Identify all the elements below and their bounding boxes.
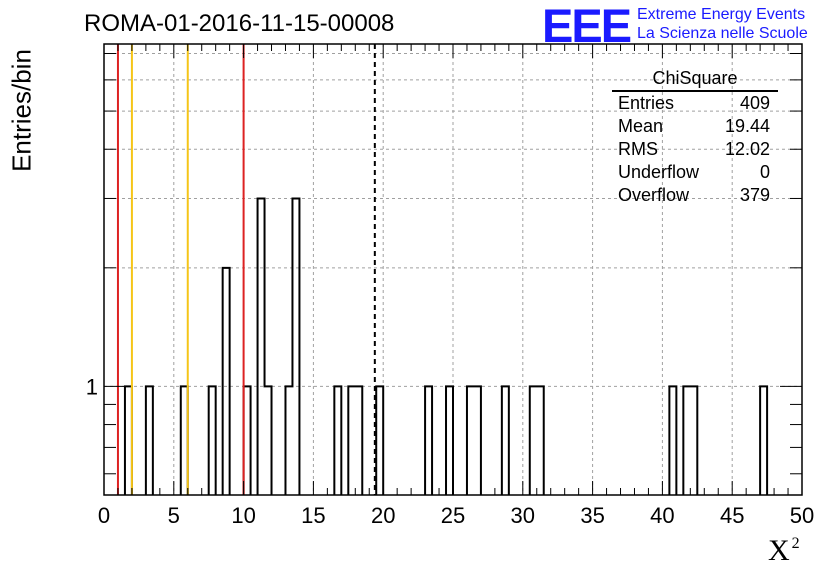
- x-tick-label: 50: [790, 503, 814, 528]
- histogram-bin: [146, 386, 153, 495]
- stats-label: Mean: [618, 116, 664, 136]
- histogram-bin: [355, 386, 362, 495]
- x-tick-label: 20: [371, 503, 395, 528]
- stats-row-overflow: Overflow 379: [612, 184, 778, 207]
- stats-label: Underflow: [618, 162, 700, 182]
- x-tick-label: 0: [98, 503, 110, 528]
- logo-text-line1: Extreme Energy Events: [637, 6, 806, 23]
- histogram-bin: [334, 386, 341, 495]
- x-tick-label: 30: [511, 503, 535, 528]
- stats-row-mean: Mean 19.44: [612, 115, 778, 138]
- histogram-bin: [669, 386, 676, 495]
- x-tick-label: 5: [168, 503, 180, 528]
- x-axis-label-exponent: 2: [791, 535, 800, 552]
- histogram-bin: [285, 386, 292, 495]
- histogram-bin: [467, 386, 474, 495]
- stats-label: RMS: [618, 139, 658, 159]
- histogram-bin: [425, 386, 432, 495]
- x-tick-label: 45: [720, 503, 744, 528]
- stats-value: 0: [759, 162, 770, 182]
- histogram-bin: [258, 198, 265, 495]
- stats-label: Overflow: [618, 185, 690, 205]
- x-tick-label: 40: [650, 503, 674, 528]
- stats-value: 409: [739, 93, 770, 113]
- histogram-bin: [502, 386, 509, 495]
- histogram-bin: [348, 386, 355, 495]
- stats-value: 19.44: [724, 116, 770, 136]
- histogram-bin: [446, 386, 453, 495]
- histogram-bin: [376, 386, 383, 495]
- histogram-bin: [537, 386, 544, 495]
- histogram-bin: [209, 386, 216, 495]
- x-tick-label: 25: [441, 503, 465, 528]
- stats-value: 379: [739, 185, 770, 205]
- histogram-bin: [760, 386, 767, 495]
- histogram-bin: [244, 386, 251, 495]
- x-tick-label: 15: [301, 503, 325, 528]
- stats-box-title: ChiSquare: [612, 66, 778, 92]
- histogram-bin: [181, 386, 188, 495]
- y-axis-label: Entries/bin: [6, 49, 37, 172]
- stats-label: Entries: [618, 93, 675, 113]
- stats-row-underflow: Underflow 0: [612, 161, 778, 184]
- y-tick-label: 1: [86, 374, 98, 399]
- histogram-bin: [530, 386, 537, 495]
- histogram-bin: [223, 268, 230, 495]
- x-axis-label-symbol: X: [768, 534, 790, 567]
- histogram-bin: [125, 386, 132, 495]
- x-tick-label: 10: [231, 503, 255, 528]
- histogram-bin: [265, 386, 272, 495]
- histogram-bin: [683, 386, 690, 495]
- histogram-bin: [292, 198, 299, 495]
- stats-value: 12.02: [724, 139, 770, 159]
- histogram-bin: [690, 386, 697, 495]
- chart-title: ROMA-01-2016-11-15-00008: [84, 10, 395, 37]
- logo-text-line2: La Scienza nelle Scuole: [637, 25, 808, 42]
- histogram-outline: [123, 197, 769, 495]
- histogram-bin: [474, 386, 481, 495]
- eee-logo: EEE: [542, 0, 632, 52]
- stats-row-entries: Entries 409: [612, 92, 778, 115]
- stats-row-rms: RMS 12.02: [612, 138, 778, 161]
- stats-box: ChiSquare Entries 409 Mean 19.44 RMS 12.02 …: [612, 66, 778, 207]
- x-tick-label: 35: [580, 503, 604, 528]
